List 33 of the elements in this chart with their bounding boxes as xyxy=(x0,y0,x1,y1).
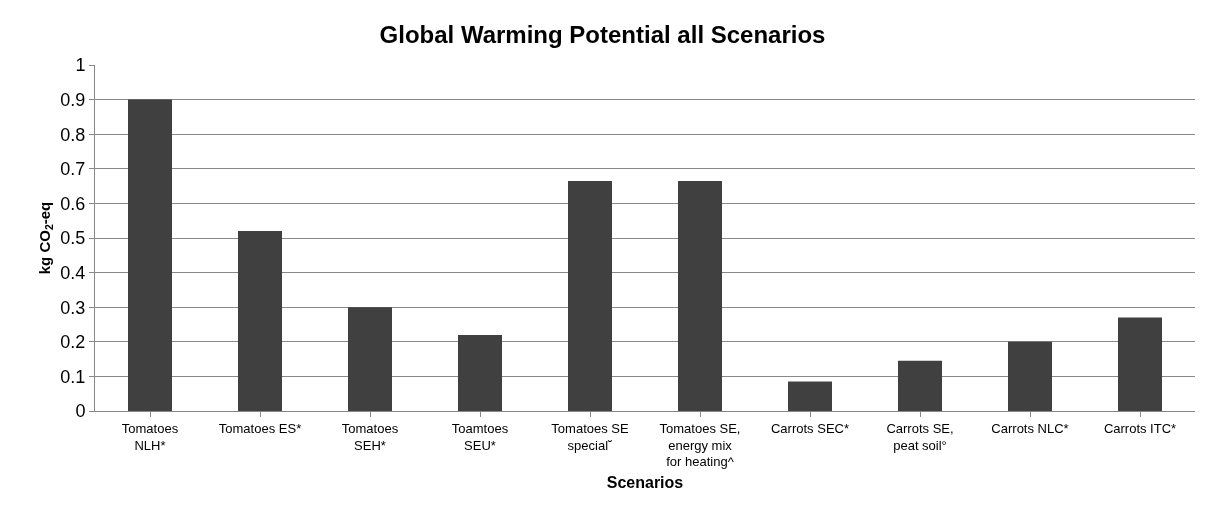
bar xyxy=(1118,317,1162,411)
y-tick-label: 0.6 xyxy=(60,193,86,214)
x-tick-label: Tomatoes SEH* xyxy=(341,420,399,453)
y-tick-label: 0.4 xyxy=(60,262,86,283)
bar xyxy=(128,99,172,411)
y-tick-label: 0.8 xyxy=(60,124,86,145)
x-tick-label: Tomatoes NLH* xyxy=(121,420,179,453)
bar xyxy=(238,231,282,411)
chart-title: Global Warming Potential all Scenarios xyxy=(379,21,826,49)
x-tick-label: Tomatoes ES* xyxy=(218,420,302,436)
y-tick-label: 0 xyxy=(75,401,86,422)
bar xyxy=(348,307,392,411)
y-tick-label: 0.9 xyxy=(60,89,86,110)
y-tick-label: 0.1 xyxy=(60,366,86,387)
bar xyxy=(898,360,942,411)
x-tick-label: Carrots ITC* xyxy=(1103,420,1177,436)
bar xyxy=(788,381,832,411)
x-tick-label: Tomatoes SE, energy mix for heating^ xyxy=(659,420,741,470)
y-tick-label: 0.3 xyxy=(60,297,86,318)
bar xyxy=(458,334,502,411)
y-tick-label: 0.5 xyxy=(60,228,86,249)
bar xyxy=(678,180,722,411)
bar xyxy=(568,180,612,411)
bar xyxy=(1008,341,1052,411)
x-tick-label: Carrots SE, peat soil° xyxy=(886,420,954,453)
x-axis-title: Scenarios xyxy=(606,474,684,492)
y-tick-label: 0.2 xyxy=(60,332,86,353)
x-tick-label: Toamtoes SEU* xyxy=(451,420,509,453)
x-tick-label: Tomatoes SE special˘ xyxy=(551,420,629,453)
y-tick-label: 1 xyxy=(75,55,86,76)
x-tick-label: Carrots NLC* xyxy=(991,420,1069,436)
y-tick-label: 0.7 xyxy=(60,159,86,180)
x-tick-label: Carrots SEC* xyxy=(770,420,850,436)
